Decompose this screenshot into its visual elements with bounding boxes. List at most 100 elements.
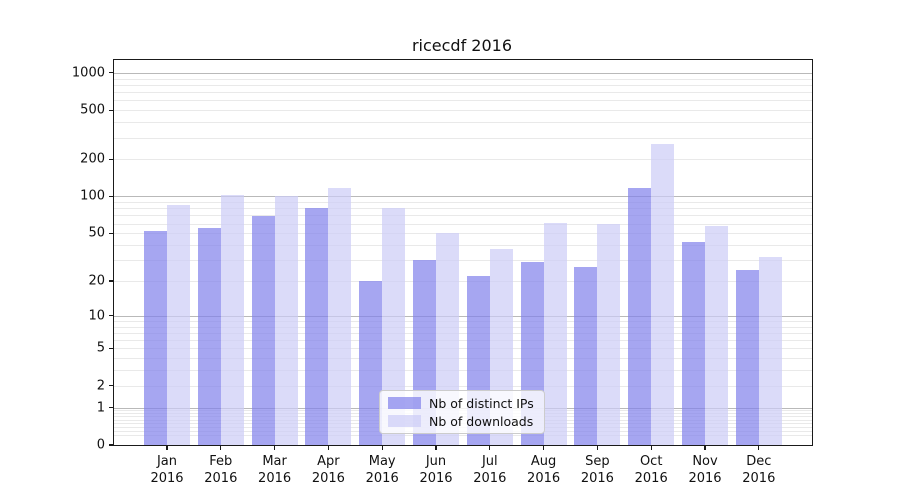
bar-distinct-ips-sep bbox=[574, 267, 598, 445]
y-axis-tick bbox=[109, 280, 114, 282]
x-axis-tick-label: Nov 2016 bbox=[688, 454, 722, 486]
gridline-minor bbox=[114, 208, 812, 210]
y-axis-tick bbox=[109, 444, 114, 446]
gridline-minor bbox=[114, 326, 812, 328]
y-axis-tick bbox=[109, 195, 114, 197]
x-axis-tick bbox=[650, 445, 652, 450]
y-axis-tick-label: 2 bbox=[96, 378, 105, 394]
bar-downloads-nov bbox=[705, 226, 728, 445]
gridline-minor bbox=[114, 122, 812, 124]
gridline-major bbox=[114, 196, 812, 198]
gridline-minor bbox=[114, 281, 812, 282]
gridline-minor bbox=[114, 78, 812, 80]
gridline-minor bbox=[114, 215, 812, 217]
x-axis-tick-label: Jul 2016 bbox=[473, 454, 507, 486]
bar-distinct-ips-oct bbox=[628, 188, 652, 445]
x-axis-tick bbox=[381, 445, 383, 450]
legend: Nb of distinct IPs Nb of downloads bbox=[379, 390, 545, 434]
bar-downloads-oct bbox=[651, 143, 675, 445]
gridline-minor bbox=[114, 435, 812, 437]
bar-downloads-aug bbox=[543, 222, 567, 445]
bar-distinct-ips-dec bbox=[735, 269, 759, 445]
y-axis-tick-label: 500 bbox=[80, 102, 105, 118]
plot-area: 0 1 2 5 10 20 50 100 200 500 1000 Jan 2016 Feb 2016 Mar… bbox=[72, 59, 813, 486]
y-axis-tick-label: 50 bbox=[88, 225, 105, 241]
gridline-minor bbox=[114, 320, 812, 322]
gridline-minor bbox=[114, 358, 812, 360]
x-axis-tick bbox=[166, 445, 168, 450]
x-axis-tick-label: May 2016 bbox=[365, 454, 399, 486]
y-axis-tick-label: 100 bbox=[80, 188, 105, 204]
x-axis-tick-label: Feb 2016 bbox=[204, 454, 238, 486]
x-axis-tick bbox=[596, 445, 598, 450]
x-axis-tick bbox=[327, 445, 329, 450]
x-axis-tick-label: Oct 2016 bbox=[634, 454, 668, 486]
y-axis-tick-label: 200 bbox=[80, 151, 105, 167]
bar-downloads-mar bbox=[274, 196, 298, 445]
y-axis-tick-label: 10 bbox=[88, 308, 105, 324]
y-axis-tick bbox=[109, 315, 114, 317]
y-axis-tick bbox=[109, 232, 114, 234]
legend-swatch-distinct-ips bbox=[388, 397, 421, 409]
x-axis-tick bbox=[220, 445, 222, 450]
gridline-minor bbox=[114, 223, 812, 225]
y-axis-tick bbox=[109, 109, 114, 111]
bar-distinct-ips-feb bbox=[197, 228, 221, 445]
legend-label-distinct-ips: Nb of distinct IPs bbox=[429, 395, 534, 411]
x-axis-tick bbox=[435, 445, 437, 450]
gridline-minor bbox=[114, 340, 812, 342]
gridline-minor bbox=[114, 260, 812, 262]
x-axis-tick-label: Mar 2016 bbox=[258, 454, 292, 486]
y-axis-tick bbox=[109, 385, 114, 387]
gridline-minor bbox=[114, 385, 812, 387]
bar-distinct-ips-nov bbox=[682, 242, 705, 445]
bar-downloads-jan bbox=[167, 205, 190, 445]
y-axis-tick-label: 5 bbox=[96, 340, 105, 356]
legend-label-downloads: Nb of downloads bbox=[429, 413, 534, 429]
x-axis-tick-label: Aug 2016 bbox=[527, 454, 561, 486]
gridline-minor bbox=[114, 159, 812, 161]
bar-distinct-ips-mar bbox=[251, 216, 275, 445]
bar-downloads-sep bbox=[597, 224, 621, 445]
x-axis-tick bbox=[543, 445, 545, 450]
bar-downloads-apr bbox=[328, 188, 352, 445]
gridline-minor bbox=[114, 92, 812, 94]
bar-downloads-feb bbox=[220, 194, 244, 445]
y-axis-tick-label: 0 bbox=[96, 437, 105, 453]
x-axis-tick-label: Dec 2016 bbox=[742, 454, 776, 486]
y-axis-tick-label: 1 bbox=[96, 400, 105, 416]
legend-item-distinct-ips: Nb of distinct IPs bbox=[388, 396, 536, 411]
bar-distinct-ips-may bbox=[359, 281, 383, 445]
bar-downloads-may bbox=[382, 208, 406, 445]
gridline-minor bbox=[114, 332, 812, 334]
y-axis-tick bbox=[109, 158, 114, 160]
x-axis-tick-label: Jan 2016 bbox=[150, 454, 184, 486]
gridline-major bbox=[114, 315, 812, 317]
legend-swatch-downloads bbox=[388, 415, 421, 427]
y-axis-tick bbox=[109, 347, 114, 350]
y-axis-tick-label: 20 bbox=[88, 273, 105, 289]
y-axis-tick bbox=[109, 407, 114, 409]
gridline-minor bbox=[114, 100, 812, 102]
x-axis-tick-label: Sep 2016 bbox=[580, 454, 614, 486]
x-axis-tick-label: Jun 2016 bbox=[419, 454, 453, 486]
x-axis-tick bbox=[489, 445, 491, 450]
gridline-minor bbox=[114, 84, 812, 86]
x-axis-tick-label: Apr 2016 bbox=[311, 454, 345, 486]
gridline-minor bbox=[114, 137, 812, 139]
bar-distinct-ips-apr bbox=[305, 207, 329, 445]
gridline-minor bbox=[114, 348, 812, 350]
chart-title: ricecdf 2016 bbox=[411, 36, 513, 55]
gridline-minor bbox=[114, 244, 812, 246]
y-axis-tick bbox=[109, 72, 114, 74]
bar-distinct-ips-jan bbox=[144, 231, 167, 445]
gridline-minor bbox=[114, 233, 812, 235]
legend-item-downloads: Nb of downloads bbox=[388, 414, 536, 429]
x-axis-tick bbox=[758, 445, 760, 450]
x-axis-tick bbox=[274, 445, 276, 450]
gridline-minor bbox=[114, 110, 812, 112]
x-axis-tick bbox=[704, 445, 706, 450]
gridline-minor bbox=[114, 370, 812, 372]
gridline-minor bbox=[114, 202, 812, 204]
